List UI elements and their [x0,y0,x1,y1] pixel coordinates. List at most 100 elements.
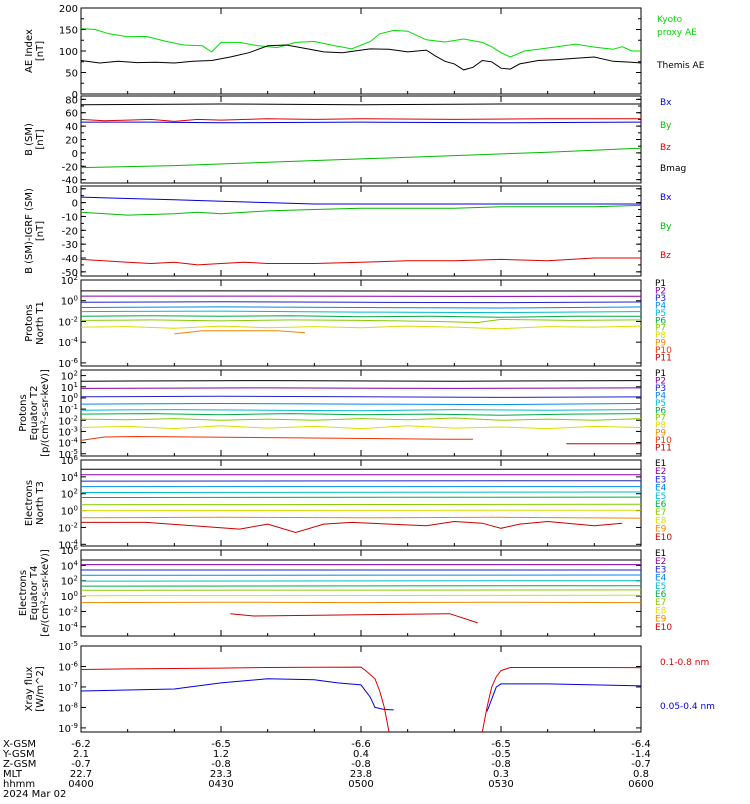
y-tick-label: 40 [65,122,78,133]
series-line-p5 [81,311,641,313]
y-axis-label: [W/m^2] [35,666,46,712]
y-tick-label: 10-2 [58,605,78,618]
series-line-p6 [81,414,641,416]
y-axis-label: North T3 [35,481,46,525]
series-line-p5 [81,410,641,411]
y-axis-label: North T1 [35,301,46,345]
y-axis-label: B (SM) [24,123,35,156]
series-line-0-1-0-8-nm [81,667,641,732]
y-axis-label: [nT] [35,41,46,61]
series-line-bmag [81,104,641,105]
y-tick-label: 10-9 [58,722,78,735]
series-line-p8 [81,426,641,429]
y-axis-label: Electrons [18,570,29,616]
legend-label: Themis AE [656,61,705,71]
legend-label: Bx [660,98,672,108]
panel-frame [81,280,641,366]
panel-frame [81,8,641,94]
y-tick-label: 106 [61,544,79,557]
y-tick-label: 100 [61,505,78,518]
y-tick-label: 10-2 [58,315,78,328]
y-tick-label: 20 [65,136,78,147]
series-line-p7 [81,319,641,322]
series-line-p7 [81,418,641,420]
footer-value: 0500 [348,779,373,790]
series-line-p10 [81,437,473,441]
y-axis-label: Protons [18,394,29,431]
legend-label: P11 [655,444,672,454]
y-axis-label: Equator T4 [29,566,40,621]
y-tick-label: 150 [59,26,78,37]
legend-label: Bz [660,143,671,153]
y-tick-label: -10 [62,212,78,223]
y-axis-label: [nT] [35,221,46,241]
y-tick-label: 200 [59,4,78,15]
y-tick-label: 10-5 [58,640,78,653]
y-axis-label: Electrons [24,480,35,526]
y-tick-label: 100 [61,590,78,603]
footer-value: 0400 [68,779,93,790]
footer-date: 2024 Mar 02 [3,789,66,800]
series-line-themis-ae [81,45,641,70]
panel-frame [81,370,641,456]
y-tick-label: 10-4 [58,336,78,349]
series-line-bz [81,119,641,122]
legend-label: E10 [655,623,672,633]
y-tick-label: 104 [61,559,79,572]
series-line-p6 [81,316,641,318]
y-tick-label: 10-8 [58,701,78,714]
y-tick-label: 0 [72,149,78,160]
y-axis-label: Xray flux [24,667,35,712]
series-line-p1 [81,381,641,382]
y-axis-label: Equator T2 [29,386,40,441]
footer-value: 0530 [488,779,513,790]
legend-label: Bx [660,193,672,203]
legend-label: By [660,121,672,131]
y-tick-label: 10-6 [58,357,78,370]
y-axis-label: Protons [24,304,35,341]
series-line-p9 [174,331,305,334]
y-tick-label: 0 [72,199,78,210]
y-axis-label: [p/(cm²-s-sr-keV)] [40,369,51,457]
legend-label: Bz [660,251,671,261]
y-tick-label: 80 [65,95,78,106]
y-tick-label: -40 [62,254,78,265]
panel-frame [81,460,641,546]
series-line-e5 [81,492,641,493]
panel-frame [81,550,641,636]
y-tick-label: 10-7 [58,681,78,694]
series-line-p4 [81,404,641,405]
y-axis-label: [e/(cm²-s-sr-keV)] [40,549,51,637]
y-tick-label: 10-6 [58,660,78,673]
legend-label: Bmag [660,164,686,174]
y-axis-label: [nT] [35,129,46,149]
panel-frame [81,96,641,183]
series-line-kyoto-proxy-ae [81,29,641,57]
series-line-p3 [81,396,641,397]
series-line-p2 [81,388,641,389]
y-tick-label: 10 [65,185,78,196]
y-tick-label: -20 [62,226,78,237]
series-line-p3 [81,302,641,303]
legend-label: By [660,222,672,232]
legend-label: Kyoto [657,15,683,25]
y-tick-label: 100 [59,47,78,58]
y-tick-label: 102 [61,274,78,287]
legend-label: proxy AE [657,28,697,38]
footer-value: 0600 [628,779,653,790]
y-tick-label: 102 [61,575,78,588]
legend-label: E10 [655,533,672,543]
series-line-e10 [81,522,622,533]
y-tick-label: 104 [61,471,79,484]
y-tick-label: 10-2 [58,521,78,534]
series-line-0-05-0-4-nm [81,679,641,712]
y-axis-label: B (SM)-IGRF (SM) [24,188,35,274]
y-tick-label: -20 [62,162,78,173]
